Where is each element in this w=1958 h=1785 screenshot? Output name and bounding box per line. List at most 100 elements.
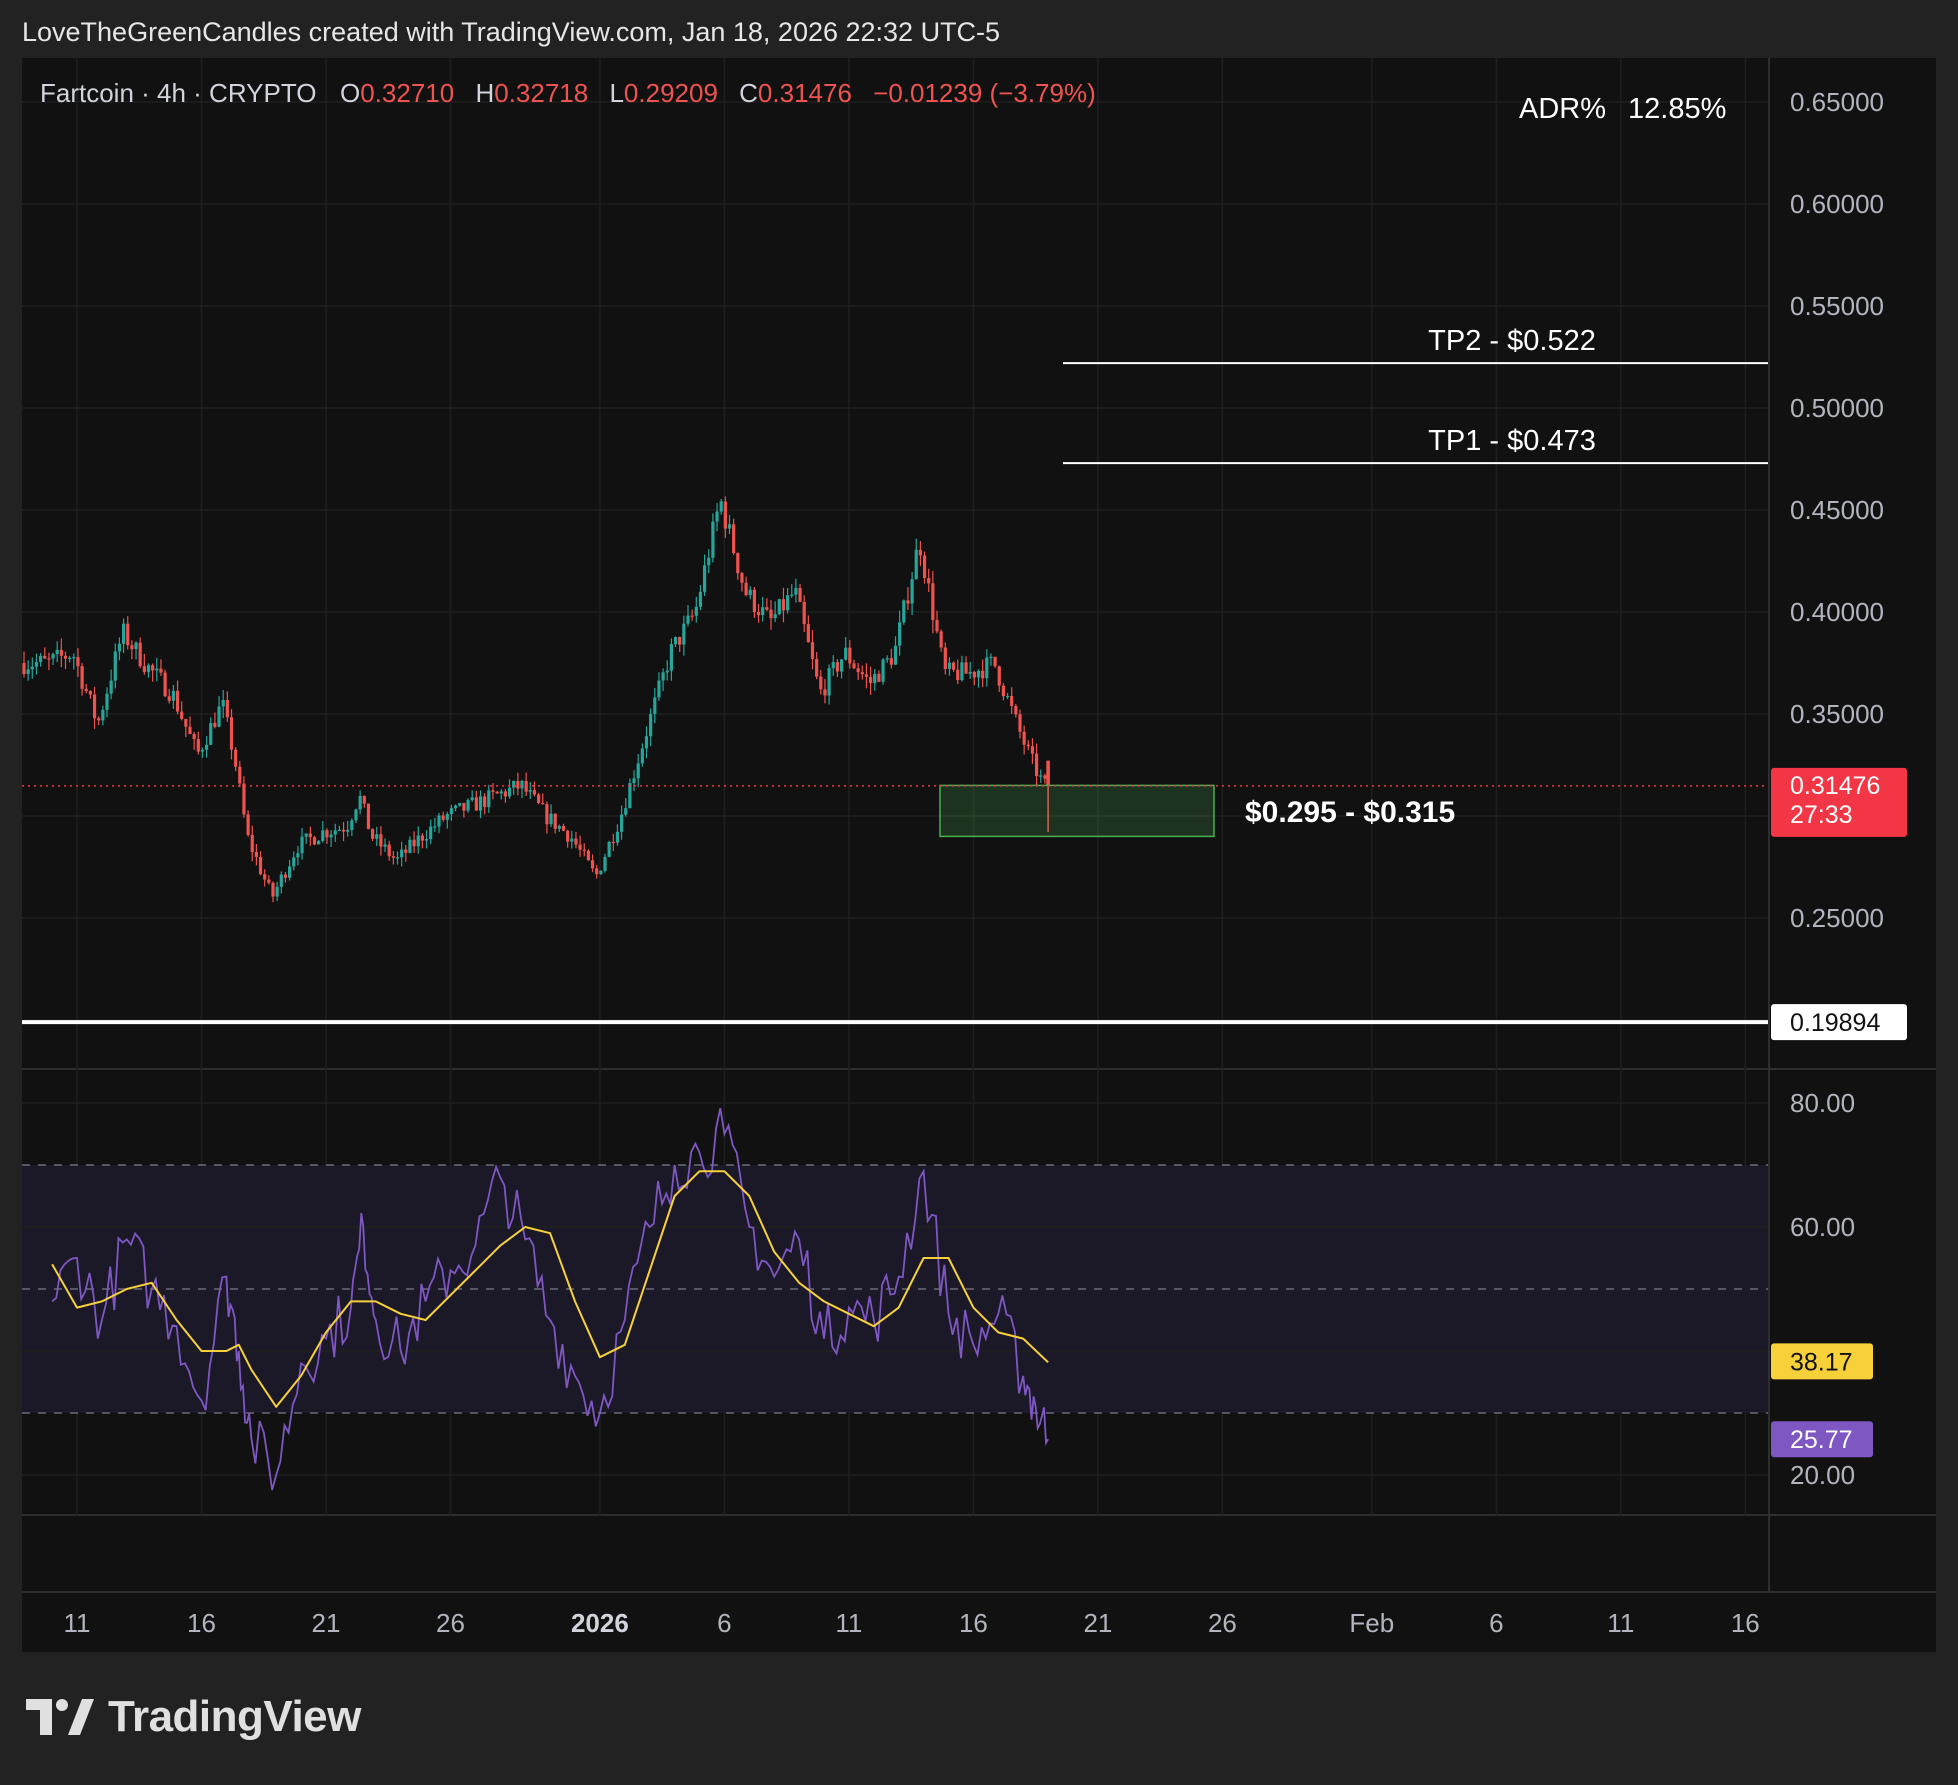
candle xyxy=(798,583,802,603)
candle xyxy=(761,596,765,622)
candle xyxy=(487,784,491,814)
candle xyxy=(657,672,661,701)
candle xyxy=(1026,740,1030,751)
candle xyxy=(1010,687,1014,714)
candle xyxy=(649,708,653,747)
candle xyxy=(889,648,893,669)
candle xyxy=(810,630,815,670)
candle xyxy=(362,795,366,808)
candle xyxy=(922,551,927,584)
candle xyxy=(910,571,914,616)
candle xyxy=(848,640,852,669)
entry-zone-box[interactable] xyxy=(939,784,1215,838)
x-tick-label: 26 xyxy=(1208,1608,1237,1638)
price-tick-label: 0.55000 xyxy=(1790,291,1884,321)
candle xyxy=(346,820,350,837)
candle xyxy=(420,833,424,849)
candle xyxy=(175,680,180,715)
price-tick-label: 0.50000 xyxy=(1790,393,1884,423)
candle xyxy=(819,669,823,695)
candle xyxy=(288,859,292,881)
candle xyxy=(669,638,673,681)
candle xyxy=(366,803,371,830)
candle xyxy=(582,843,586,857)
candle xyxy=(628,778,632,809)
candle xyxy=(80,662,84,696)
candle xyxy=(483,793,487,815)
candle xyxy=(84,683,88,694)
candle xyxy=(449,804,454,821)
candle xyxy=(333,823,337,842)
candle xyxy=(171,685,175,709)
candle xyxy=(1018,709,1022,739)
candle xyxy=(250,825,254,862)
candle xyxy=(981,659,985,688)
tradingview-wordmark: TradingView xyxy=(108,1692,361,1741)
candle xyxy=(126,616,130,650)
candle xyxy=(375,826,379,847)
candle xyxy=(478,790,483,819)
candle xyxy=(566,829,570,848)
x-tick-label: 16 xyxy=(187,1608,216,1638)
candle xyxy=(155,657,159,682)
candle xyxy=(325,828,329,844)
candle xyxy=(142,653,146,675)
x-tick-label: 11 xyxy=(835,1608,862,1638)
drawing-overlays: TP2 - $0.522 TP1 - $0.473 $0.295 - $0.315 xyxy=(22,325,1768,1025)
candle xyxy=(441,811,445,822)
candle xyxy=(972,671,976,686)
candle xyxy=(611,833,615,851)
candle xyxy=(1030,738,1035,764)
candle xyxy=(744,576,748,597)
candle xyxy=(715,503,719,532)
candle xyxy=(462,802,466,818)
tp2-label: TP2 - $0.522 xyxy=(1428,325,1596,357)
candle xyxy=(101,705,105,726)
axes: 11 16 21 26 2026 6 11 16 21 26 Feb 6 11 16 0.65000 0.60… xyxy=(64,87,1907,1638)
candle xyxy=(549,804,553,827)
entry-zone-label: $0.295 - $0.315 xyxy=(1245,796,1455,829)
candle xyxy=(134,641,138,660)
candle xyxy=(308,826,312,846)
candle xyxy=(827,664,831,705)
candle xyxy=(777,598,781,616)
rsi-ma-badge: 38.17 xyxy=(1771,1343,1873,1380)
candle xyxy=(279,871,283,894)
candle xyxy=(138,637,142,669)
candle xyxy=(341,821,346,842)
candle xyxy=(130,640,134,660)
candle xyxy=(51,652,55,665)
candle xyxy=(163,669,167,698)
candle xyxy=(553,813,557,834)
tradingview-logo[interactable]: TradingView xyxy=(26,1692,361,1742)
adr-label: ADR% xyxy=(1519,93,1606,125)
candle xyxy=(296,845,300,866)
candle xyxy=(935,610,939,634)
candle xyxy=(72,653,76,670)
candle xyxy=(590,854,595,873)
candle xyxy=(578,835,582,857)
candle xyxy=(408,836,412,854)
candle xyxy=(769,600,773,630)
rsi-series xyxy=(51,1107,1049,1491)
candle xyxy=(690,609,694,621)
candle xyxy=(221,690,225,719)
candle xyxy=(258,851,263,876)
candle xyxy=(200,747,205,758)
candle xyxy=(673,636,678,648)
candle xyxy=(88,690,92,699)
candle xyxy=(694,596,698,623)
candle xyxy=(956,659,960,685)
candle xyxy=(416,826,420,854)
candle xyxy=(300,828,304,860)
x-tick-label: 21 xyxy=(1083,1608,1112,1638)
candle xyxy=(678,636,682,652)
candle xyxy=(122,618,126,653)
candle xyxy=(22,651,26,678)
candle xyxy=(927,568,931,592)
candle xyxy=(254,844,258,866)
candle xyxy=(528,782,532,800)
candle xyxy=(902,599,906,625)
